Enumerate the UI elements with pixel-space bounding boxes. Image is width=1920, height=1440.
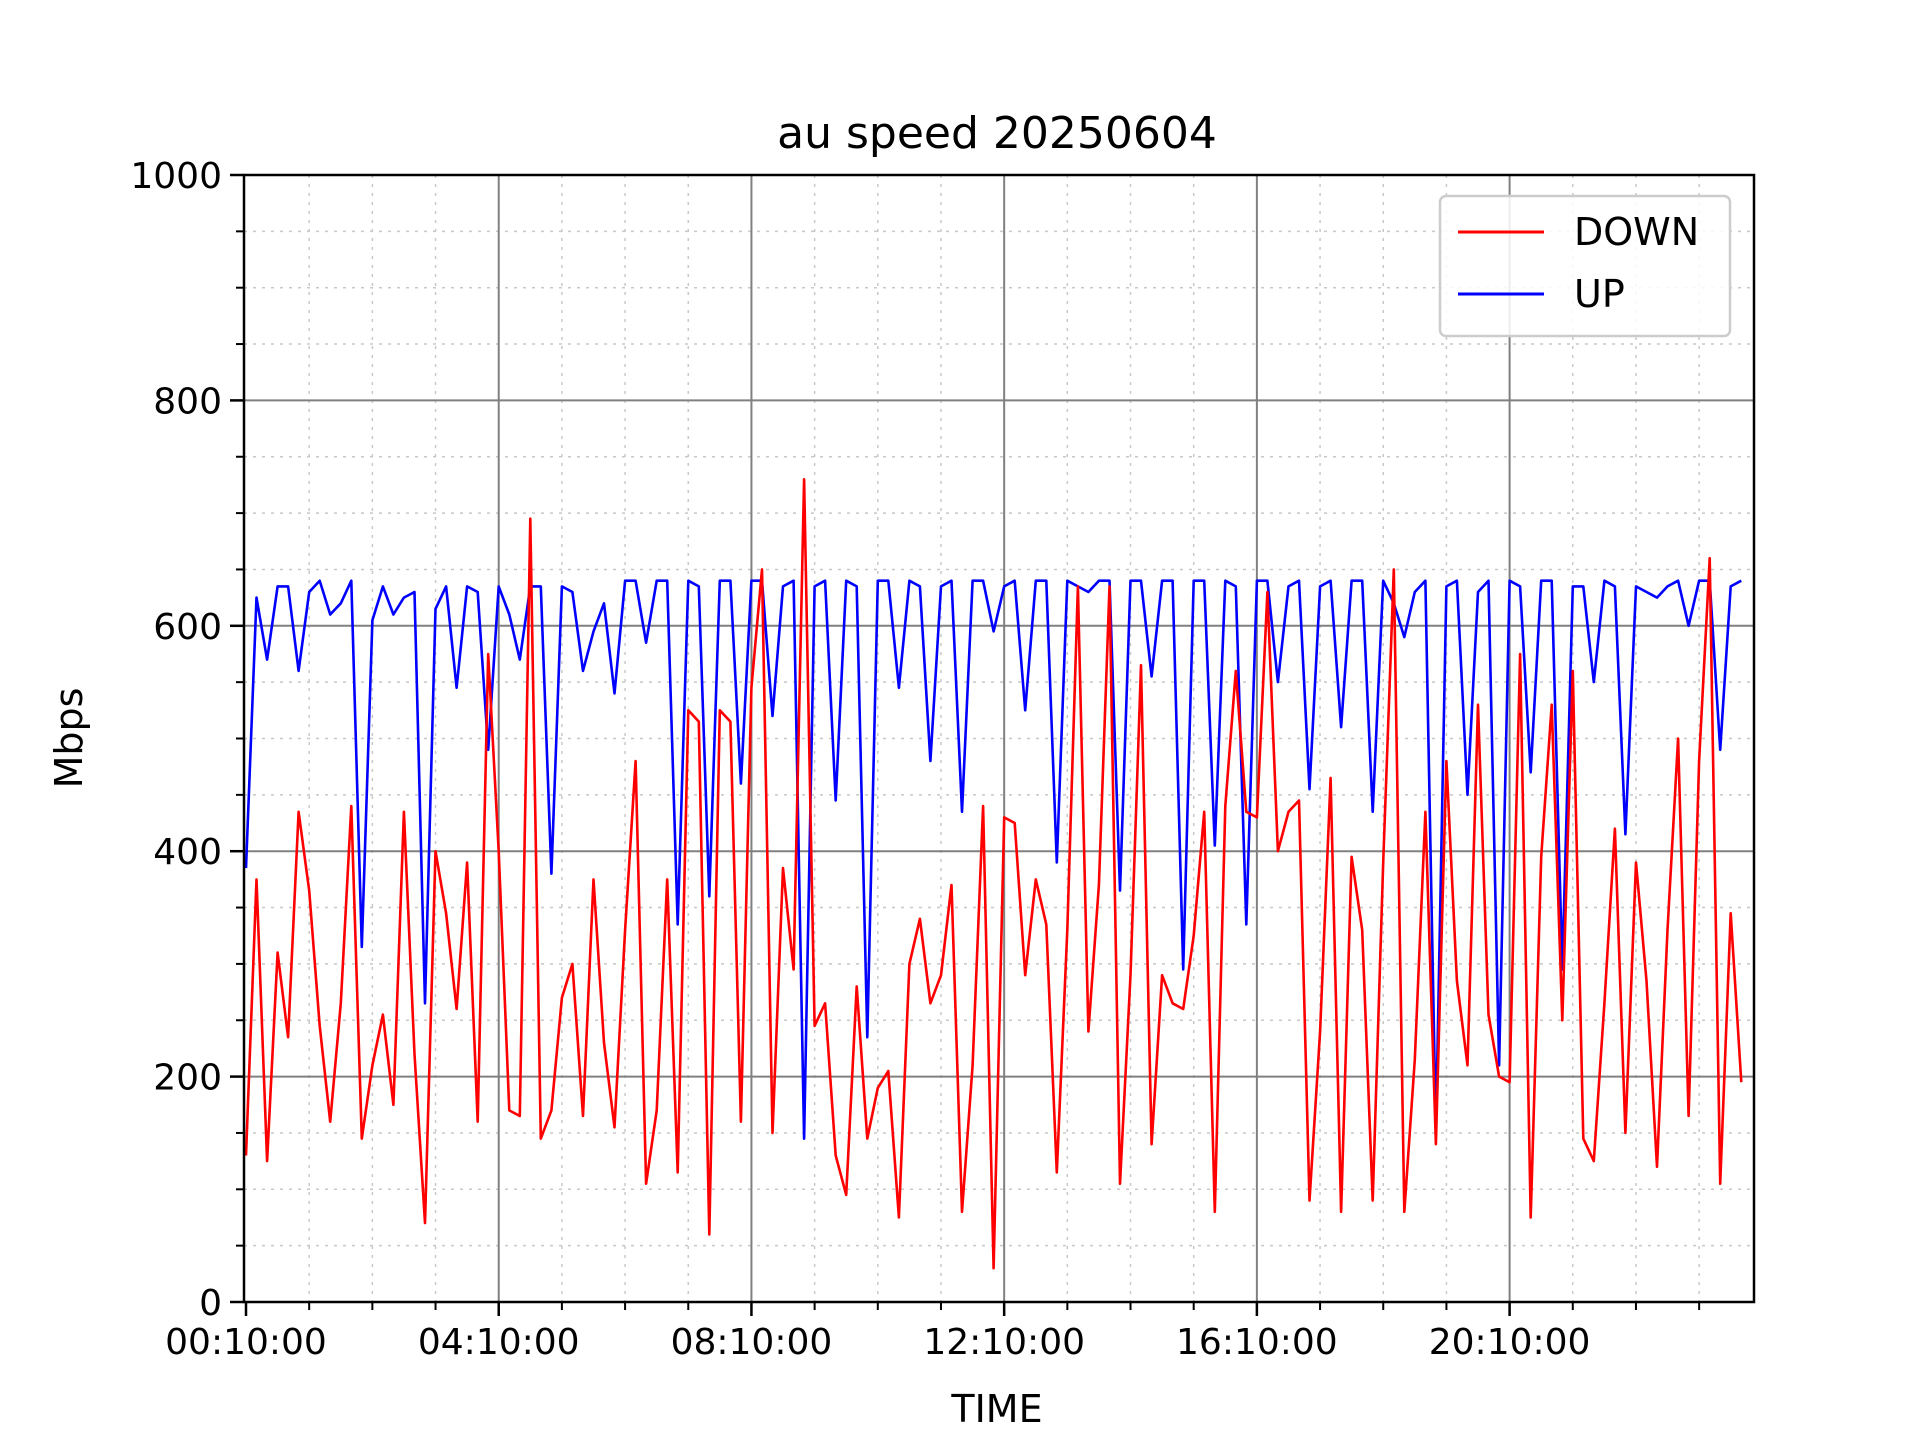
y-tick-label: 400 bbox=[153, 832, 222, 873]
legend-label-up: UP bbox=[1574, 272, 1625, 316]
legend: DOWN UP bbox=[1438, 194, 1732, 338]
y-axis-title: Mbps bbox=[47, 688, 91, 789]
x-axis-title: TIME bbox=[950, 1387, 1042, 1431]
series-line-up bbox=[244, 579, 1742, 1140]
x-tick-label: 04:10:00 bbox=[418, 1322, 580, 1363]
y-axis: 0 200 400 600 800 1000 bbox=[130, 156, 244, 1324]
y-tick-label: 1000 bbox=[130, 156, 222, 197]
y-tick-label: 800 bbox=[153, 381, 222, 422]
x-tick-label: 16:10:00 bbox=[1176, 1322, 1338, 1363]
x-tick-label: 08:10:00 bbox=[671, 1322, 833, 1363]
y-tick-label: 600 bbox=[153, 607, 222, 648]
x-tick-label: 12:10:00 bbox=[923, 1322, 1085, 1363]
y-tick-label: 200 bbox=[153, 1058, 222, 1099]
x-tick-label: 00:10:00 bbox=[165, 1322, 327, 1363]
x-axis: 00:10:00 04:10:00 08:10:00 12:10:00 16:10:00… bbox=[165, 1302, 1701, 1363]
y-tick-label: 0 bbox=[199, 1283, 222, 1324]
legend-label-down: DOWN bbox=[1574, 210, 1699, 254]
series-line-down bbox=[244, 477, 1743, 1270]
series-layer bbox=[244, 477, 1743, 1270]
x-tick-label: 20:10:00 bbox=[1429, 1322, 1591, 1363]
chart-title: au speed 20250604 bbox=[777, 108, 1217, 159]
